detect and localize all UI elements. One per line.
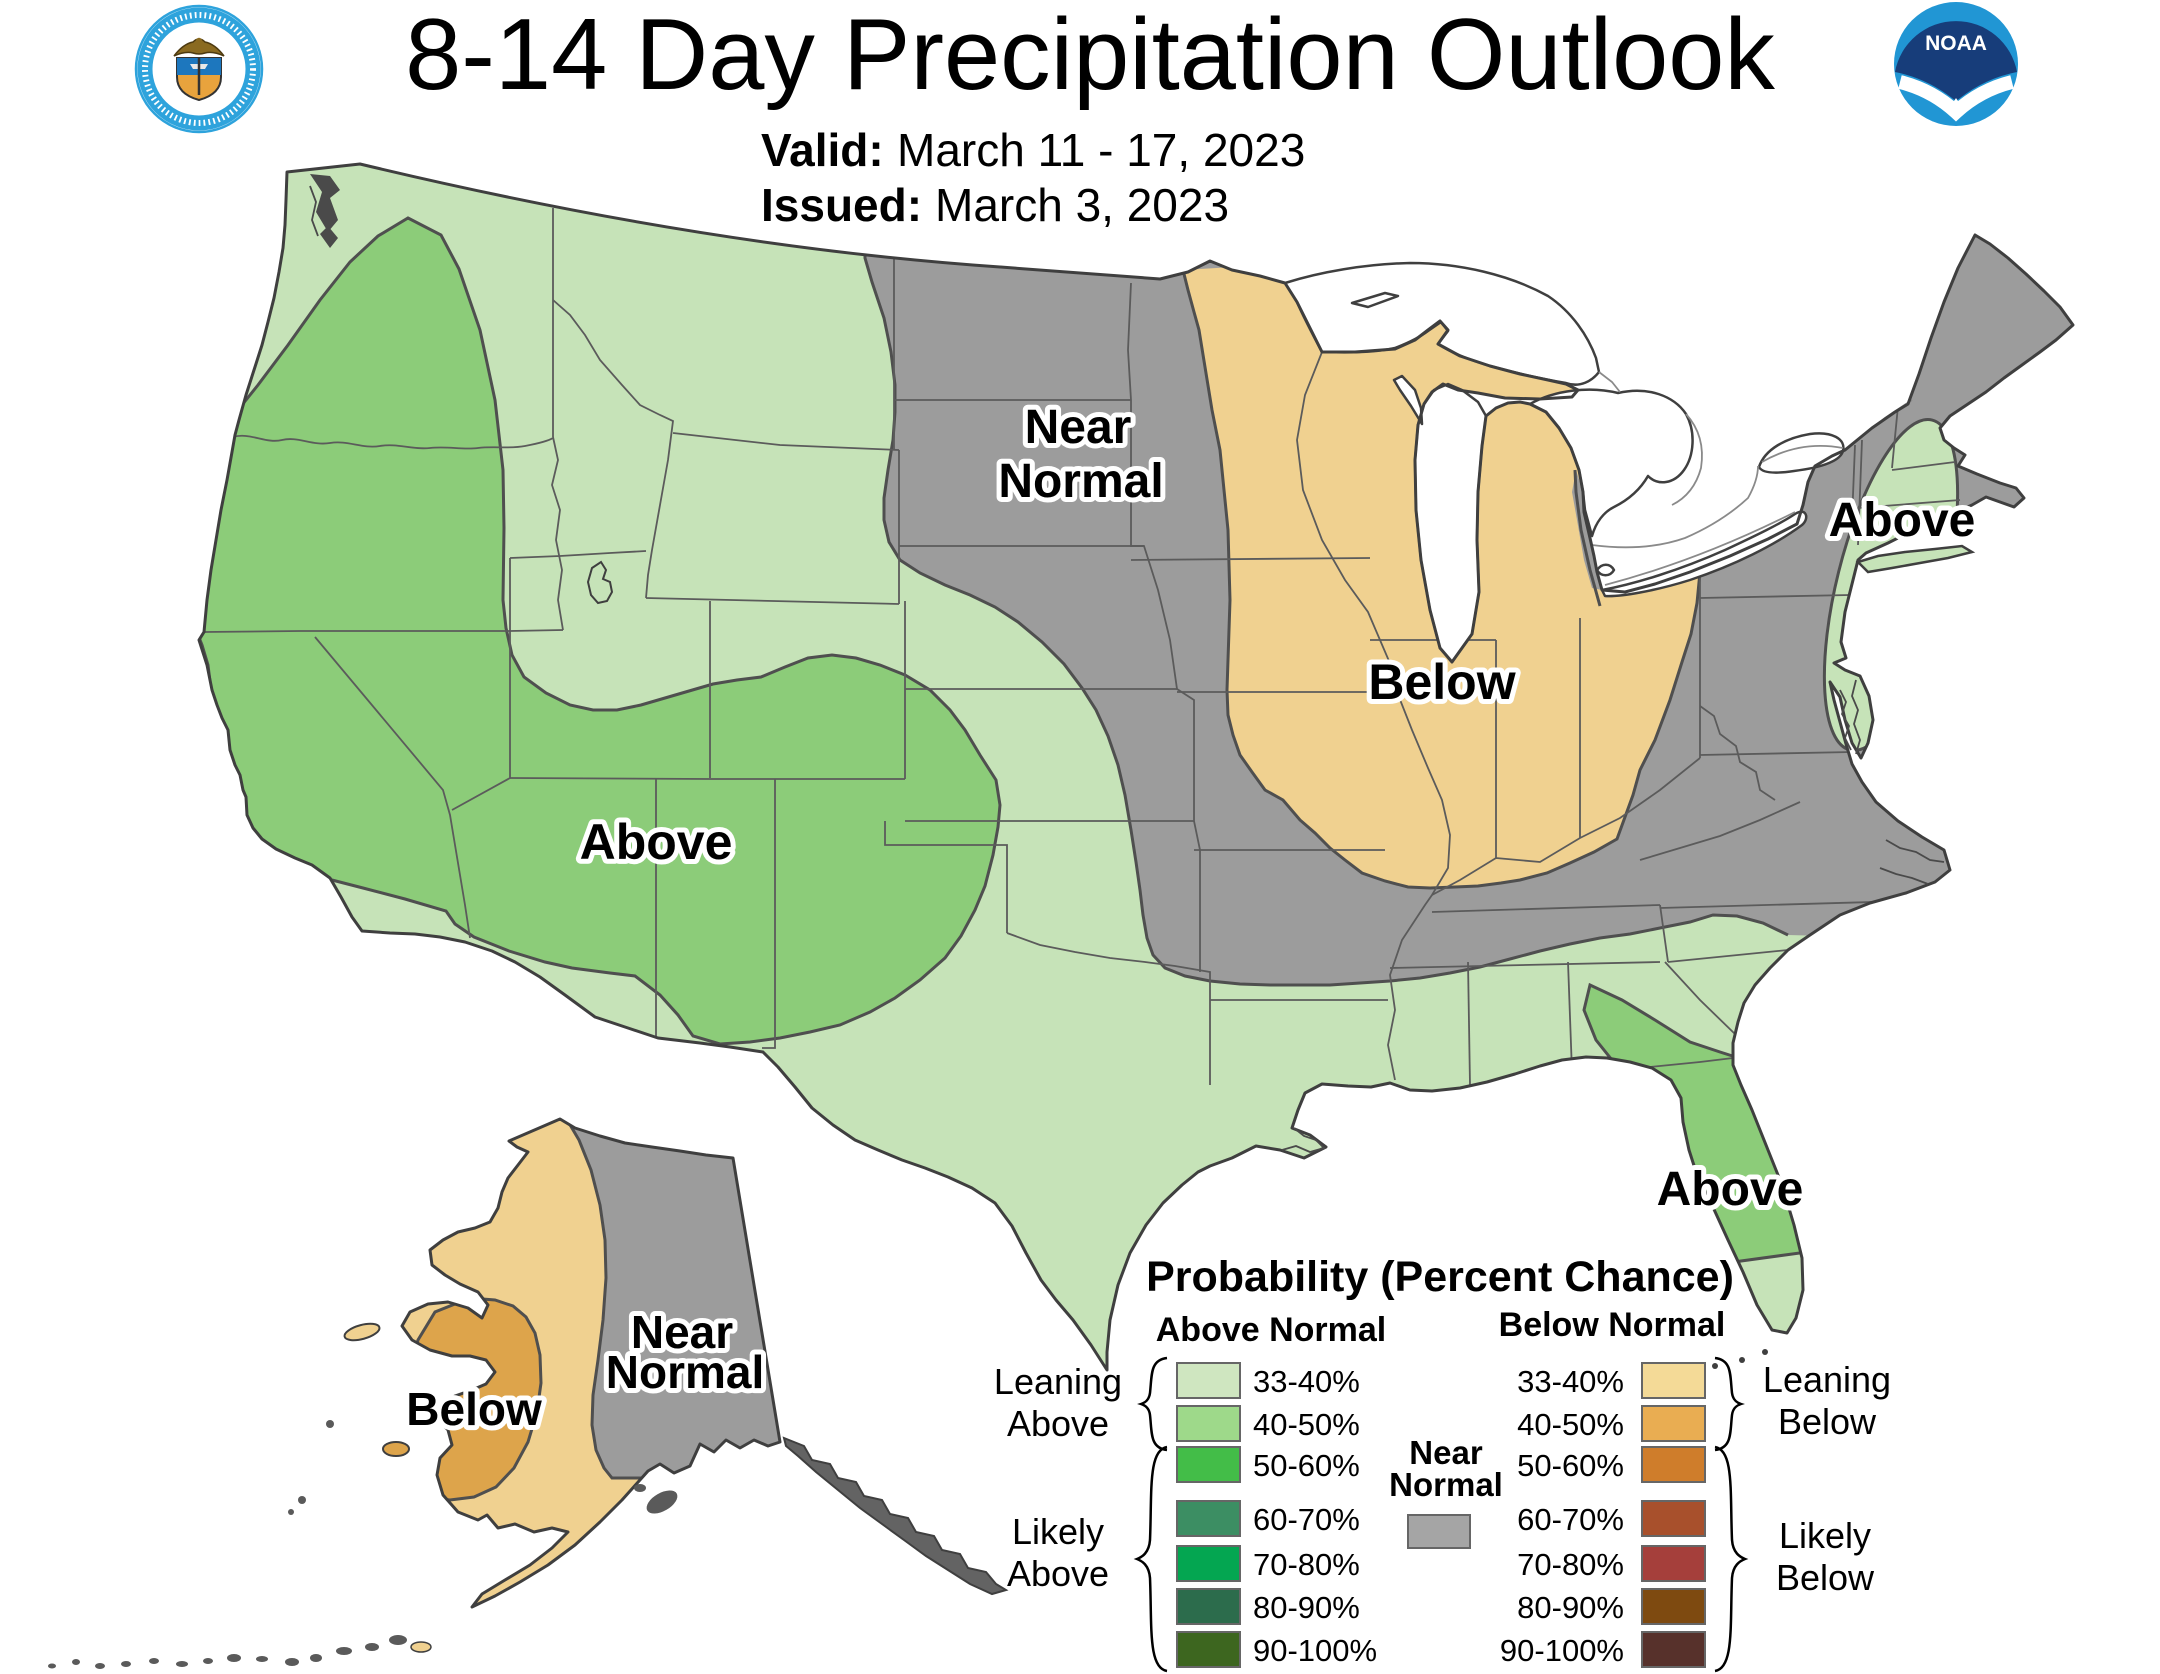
svg-text:Below: Below — [406, 1383, 542, 1435]
svg-text:Below: Below — [1776, 1557, 1875, 1598]
svg-text:Near: Near — [1025, 401, 1132, 454]
svg-text:Below: Below — [1368, 654, 1515, 710]
svg-text:Below: Below — [1778, 1401, 1877, 1442]
svg-text:Above Normal: Above Normal — [1156, 1311, 1387, 1349]
svg-text:Below Normal: Below Normal — [1499, 1306, 1726, 1344]
svg-text:90-100%: 90-100% — [1500, 1633, 1624, 1668]
svg-text:40-50%: 40-50% — [1253, 1407, 1360, 1442]
svg-text:Above: Above — [1657, 1163, 1804, 1216]
svg-text:Above: Above — [1007, 1403, 1109, 1444]
svg-text:Leaning: Leaning — [1763, 1359, 1891, 1400]
svg-text:Probability (Percent Chance): Probability (Percent Chance) — [1146, 1253, 1734, 1301]
svg-text:Above: Above — [1007, 1553, 1109, 1594]
svg-text:Leaning: Leaning — [994, 1361, 1122, 1402]
svg-text:Above: Above — [1829, 494, 1976, 547]
svg-text:80-90%: 80-90% — [1253, 1590, 1360, 1625]
svg-text:70-80%: 70-80% — [1253, 1547, 1360, 1582]
svg-text:Normal: Normal — [1389, 1466, 1503, 1503]
svg-text:80-90%: 80-90% — [1517, 1590, 1624, 1625]
svg-text:Likely: Likely — [1779, 1515, 1871, 1556]
svg-text:NOAA: NOAA — [1925, 32, 1987, 55]
svg-text:Near: Near — [1409, 1434, 1483, 1471]
svg-text:70-80%: 70-80% — [1517, 1547, 1624, 1582]
svg-text:Normal: Normal — [606, 1346, 764, 1398]
svg-text:90-100%: 90-100% — [1253, 1633, 1377, 1668]
svg-text:Likely: Likely — [1012, 1511, 1104, 1552]
svg-text:Issued:March 3, 2023: Issued: March 3, 2023 — [761, 179, 1229, 231]
svg-text:60-70%: 60-70% — [1253, 1502, 1360, 1537]
svg-text:Near: Near — [631, 1306, 733, 1358]
svg-text:Valid:March 11 - 17, 2023: Valid: March 11 - 17, 2023 — [761, 124, 1305, 176]
svg-text:Normal: Normal — [998, 455, 1163, 508]
svg-text:50-60%: 50-60% — [1517, 1448, 1624, 1483]
svg-text:33-40%: 33-40% — [1517, 1364, 1624, 1399]
svg-text:8-14 Day Precipitation Outlook: 8-14 Day Precipitation Outlook — [405, 0, 1775, 111]
svg-text:50-60%: 50-60% — [1253, 1448, 1360, 1483]
svg-text:60-70%: 60-70% — [1517, 1502, 1624, 1537]
svg-text:33-40%: 33-40% — [1253, 1364, 1360, 1399]
svg-text:Above: Above — [580, 814, 733, 870]
svg-text:40-50%: 40-50% — [1517, 1407, 1624, 1442]
